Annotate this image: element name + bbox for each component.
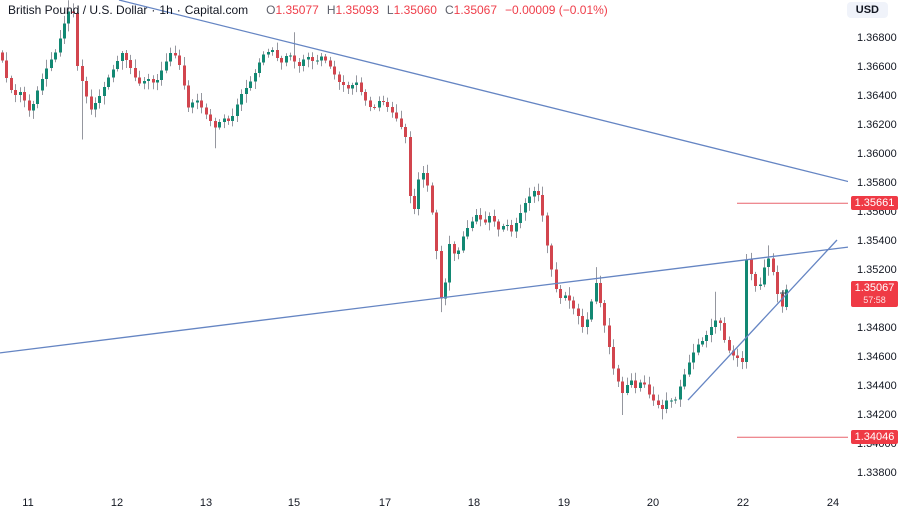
- price-tick-label: 1.36600: [857, 60, 897, 73]
- crosshair-marker: [780, 290, 786, 297]
- ascending-trendline-short[interactable]: [687, 239, 838, 401]
- time-tick-label: 24: [826, 497, 840, 509]
- price-change: −0.00009 (−0.01%): [505, 3, 608, 17]
- price-tick-label: 1.35400: [857, 234, 897, 247]
- price-tick-label: 1.34400: [857, 379, 897, 392]
- chart-legend: British Pound / U.S. Dollar · 1h · Capital.c…: [8, 3, 608, 17]
- data-provider[interactable]: Capital.com: [184, 3, 249, 17]
- price-tick-label: 1.35200: [857, 263, 897, 276]
- open-value: 1.35077: [275, 3, 319, 17]
- timeframe[interactable]: 1h: [159, 3, 173, 17]
- currency-toggle-button[interactable]: USD: [846, 2, 888, 18]
- price-tick-label: 1.34200: [857, 408, 897, 421]
- bar-countdown: 57:58: [863, 295, 886, 306]
- close-value: 1.35067: [453, 3, 498, 17]
- separator-dot: ·: [151, 3, 156, 17]
- high-label: H: [326, 3, 336, 17]
- ohlc-values: O1.35077 H1.35093 L1.35060 C1.35067 −0.00009…: [258, 3, 608, 17]
- low-label: L: [386, 3, 394, 17]
- price-alert-badge: 1.35661: [851, 195, 898, 210]
- ascending-trendline[interactable]: [0, 246, 848, 354]
- time-tick-label: 22: [736, 497, 750, 509]
- price-tick-label: 1.34800: [857, 321, 897, 334]
- descending-trendline[interactable]: [118, 0, 848, 183]
- price-tick-label: 1.36800: [857, 31, 897, 44]
- time-axis[interactable]: 11 12 13 15 17 18 19 20 22 24: [0, 490, 900, 519]
- symbol-title[interactable]: British Pound / U.S. Dollar: [8, 3, 148, 17]
- price-tick-label: 1.36200: [857, 118, 897, 131]
- time-tick-label: 17: [378, 497, 392, 509]
- price-axis[interactable]: 1.36800 1.36600 1.36400 1.36200 1.36000 1.358…: [848, 0, 900, 490]
- candlestick-chart[interactable]: [0, 0, 848, 490]
- price-tick-label: 1.33800: [857, 466, 897, 479]
- time-tick-label: 19: [557, 497, 571, 509]
- price-tick-label: 1.34600: [857, 350, 897, 363]
- price-tick-label: 1.36400: [857, 89, 897, 102]
- time-tick-label: 20: [646, 497, 660, 509]
- current-price-badge: 1.35067 57:58: [851, 281, 898, 308]
- candles: [1, 11, 788, 410]
- high-value: 1.35093: [335, 3, 379, 17]
- price-tick-label: 1.36000: [857, 147, 897, 160]
- time-tick-label: 12: [110, 497, 124, 509]
- low-value: 1.35060: [393, 3, 437, 17]
- current-price-value: 1.35067: [854, 282, 895, 295]
- open-label: O: [266, 3, 276, 17]
- candle-wicks: [2, 0, 787, 420]
- price-tick-label: 1.35800: [857, 176, 897, 189]
- time-tick-label: 15: [287, 497, 301, 509]
- separator-dot: ·: [176, 3, 181, 17]
- time-tick-label: 18: [467, 497, 481, 509]
- time-tick-label: 11: [22, 497, 34, 509]
- price-alert-badge: 1.34046: [851, 429, 898, 444]
- close-label: C: [444, 3, 454, 17]
- time-tick-label: 13: [199, 497, 213, 509]
